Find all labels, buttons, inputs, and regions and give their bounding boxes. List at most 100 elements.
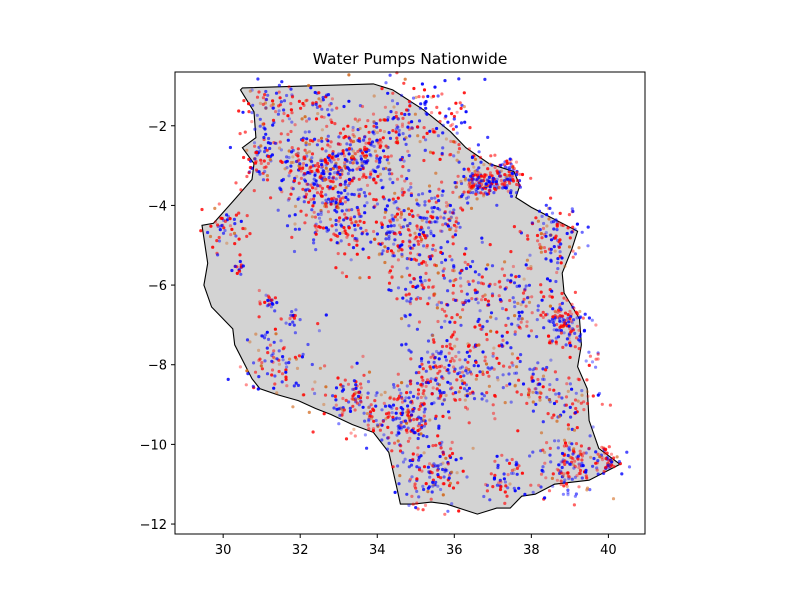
pump-point	[407, 292, 411, 296]
pump-point	[476, 143, 480, 147]
pump-point	[472, 364, 476, 368]
pump-point	[566, 491, 570, 495]
pump-point	[206, 230, 210, 235]
pump-point	[289, 87, 293, 91]
pump-point	[436, 94, 440, 98]
pump-point	[488, 243, 492, 247]
pump-point	[519, 353, 523, 357]
pump-point	[391, 251, 395, 255]
pump-point	[603, 451, 607, 455]
pump-point	[394, 114, 398, 118]
pump-point	[555, 419, 559, 423]
pump-point	[395, 398, 399, 402]
y-tick-label: −4	[148, 199, 167, 214]
pump-point	[247, 110, 251, 114]
pump-point	[424, 380, 428, 385]
pump-point	[375, 202, 380, 206]
pump-point	[451, 242, 455, 246]
pump-point	[454, 125, 458, 129]
pump-point	[427, 444, 431, 449]
pump-point	[351, 125, 355, 130]
pump-point	[331, 394, 335, 398]
pump-point	[477, 191, 481, 195]
pump-point	[356, 119, 360, 123]
pump-point	[375, 125, 379, 129]
pump-point	[594, 461, 598, 465]
pump-point	[329, 185, 333, 189]
pump-point	[541, 420, 545, 424]
pump-point	[265, 330, 269, 334]
pump-point	[315, 143, 319, 147]
pump-point	[259, 144, 263, 148]
pump-point	[432, 234, 436, 238]
pump-point	[293, 314, 297, 318]
pump-point	[334, 218, 338, 222]
pump-point	[347, 99, 351, 103]
pump-point	[587, 446, 591, 450]
pump-point	[494, 188, 498, 192]
pump-point	[400, 174, 404, 178]
pump-point	[419, 454, 423, 458]
pump-point	[388, 269, 393, 273]
pump-point	[364, 175, 368, 179]
pump-point	[426, 486, 430, 490]
pump-point	[390, 449, 394, 453]
pump-point	[391, 181, 395, 185]
pump-point	[327, 103, 332, 107]
pump-point	[515, 466, 520, 470]
pump-point	[473, 157, 478, 161]
pump-point	[389, 154, 393, 158]
pump-point	[531, 372, 535, 376]
pump-point	[422, 88, 427, 92]
pump-point	[548, 279, 552, 283]
pump-point	[404, 396, 408, 400]
pump-point	[318, 104, 322, 108]
pump-point	[350, 234, 355, 238]
pump-point	[312, 200, 316, 204]
pump-point	[313, 173, 317, 177]
pump-point	[430, 254, 434, 258]
pump-point	[582, 328, 587, 332]
pump-point	[271, 118, 276, 122]
pump-point	[478, 370, 482, 374]
pump-point	[515, 182, 519, 187]
pump-point	[257, 375, 261, 379]
pump-point	[422, 234, 427, 238]
pump-point	[413, 237, 417, 241]
pump-point	[405, 224, 409, 228]
pump-point	[496, 378, 500, 382]
pump-point	[419, 216, 423, 220]
pump-point	[440, 260, 444, 265]
pump-point	[321, 169, 325, 173]
pump-point	[496, 466, 500, 470]
pump-point	[359, 400, 363, 404]
pump-point	[344, 216, 348, 220]
pump-point	[573, 411, 578, 415]
pump-point	[303, 179, 308, 183]
pump-point	[286, 114, 290, 118]
pump-point	[424, 100, 428, 104]
pump-point	[607, 459, 611, 463]
pump-point	[591, 425, 595, 429]
pump-point	[385, 231, 389, 235]
pump-point	[535, 391, 540, 395]
pump-point	[620, 472, 624, 476]
pump-point	[388, 231, 392, 235]
pump-point	[355, 401, 359, 405]
pump-point	[477, 273, 481, 277]
pump-point	[435, 105, 439, 109]
pump-point	[502, 472, 506, 476]
pump-point	[374, 393, 378, 398]
pump-point	[535, 335, 539, 339]
pump-point	[280, 179, 284, 183]
pump-point	[549, 238, 554, 242]
pump-point	[420, 375, 424, 379]
pump-point	[552, 401, 557, 406]
pump-point	[293, 355, 297, 359]
pump-point	[503, 163, 507, 167]
pump-point	[419, 102, 423, 106]
pump-point	[443, 355, 447, 359]
pump-point	[241, 226, 245, 231]
y-tick-label: −8	[148, 359, 167, 374]
pump-point	[567, 324, 571, 328]
